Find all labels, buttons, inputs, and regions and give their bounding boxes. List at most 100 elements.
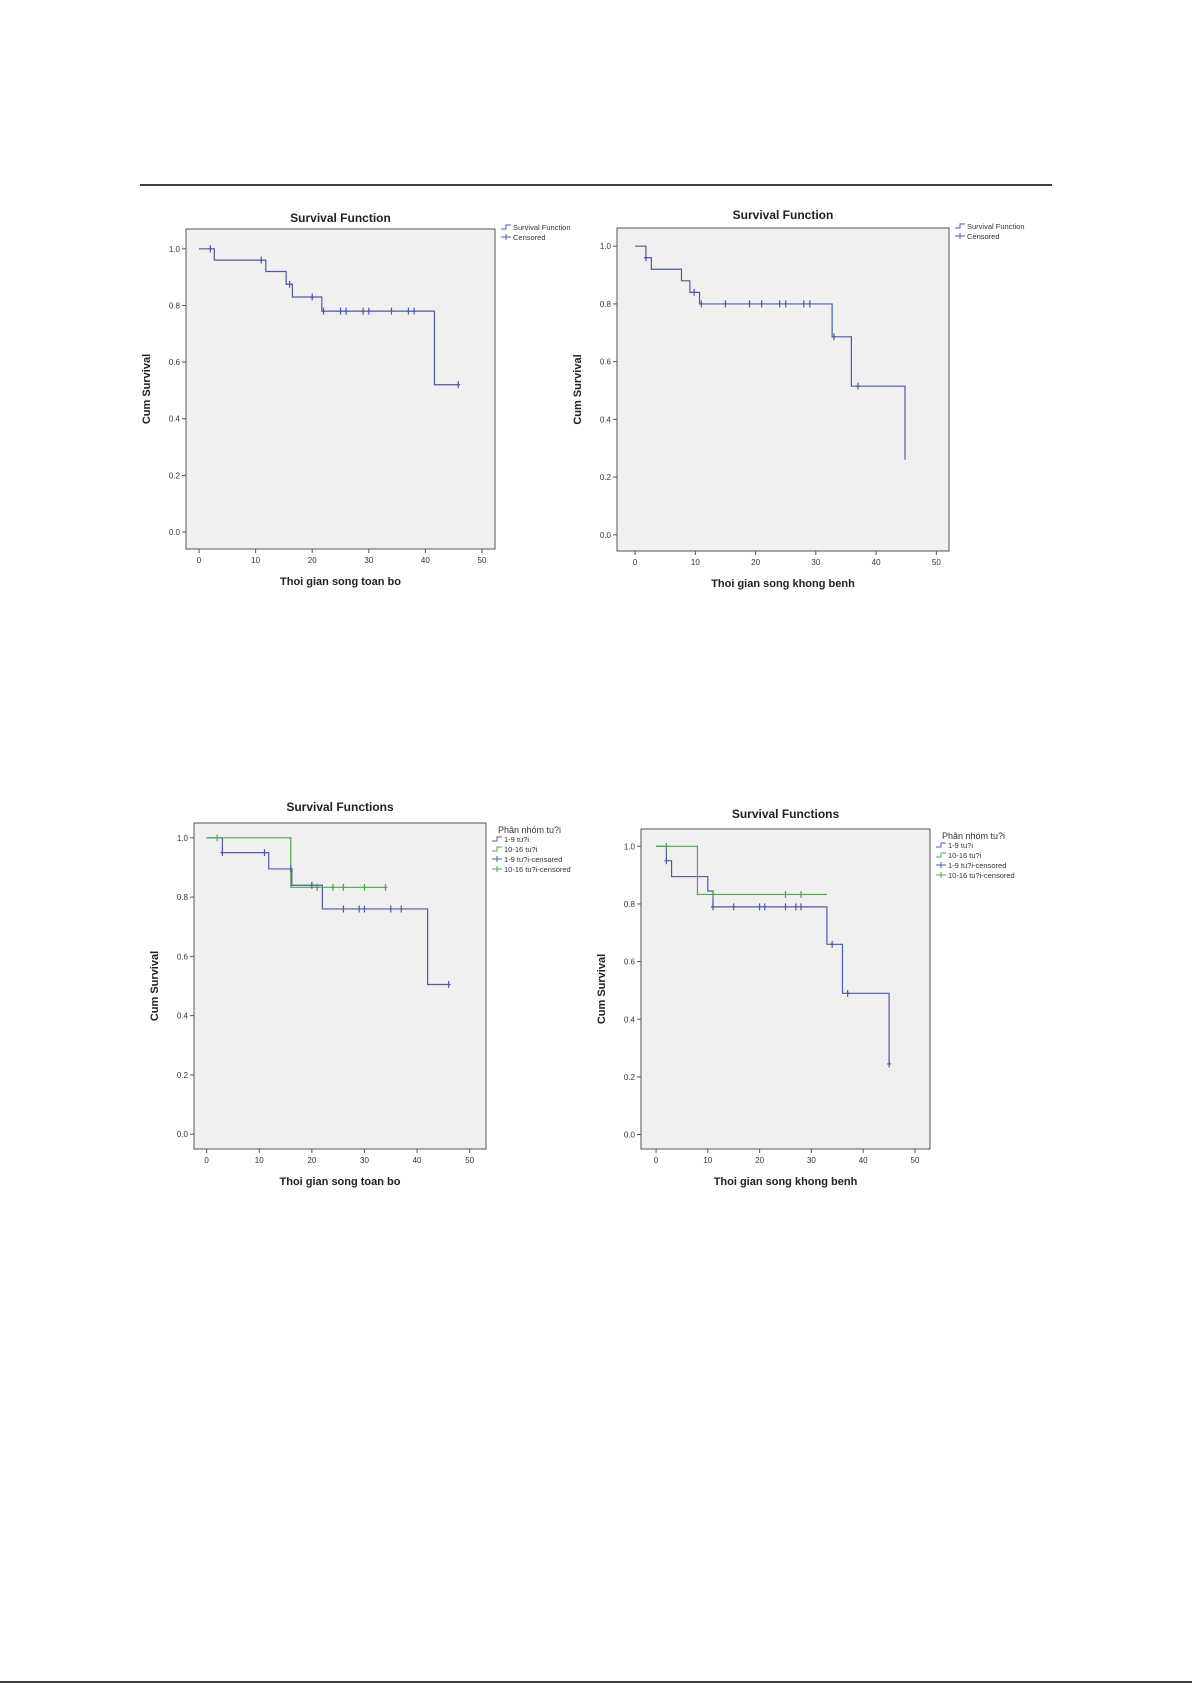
censor-mark [262,849,267,857]
legend-swatch [936,862,946,868]
legend-label: 1-9 tu?i-censored [948,861,1006,870]
y-tick-label: 1.0 [169,245,181,254]
censor-mark [710,890,715,898]
censor-mark [799,903,804,911]
legend-label: 10-16 tu?i [948,851,982,860]
legend-title: Phân nhóm tu?i [942,831,1005,841]
censor-mark [446,981,451,989]
y-tick-label: 0.0 [600,531,612,540]
censor-mark [643,254,648,262]
legend-swatch [501,234,511,240]
censor-mark [208,245,213,253]
censor-mark [456,381,461,389]
censor-mark [793,903,798,911]
survival-step-line [206,837,386,888]
censor-mark [341,905,346,913]
legend-title: Phân nhóm tu?i [498,825,561,835]
censor-mark [762,903,767,911]
censor-mark [783,300,788,308]
y-tick-label: 0.4 [624,1015,636,1024]
chart-title: Survival Function [290,211,391,225]
censor-mark [389,307,394,315]
x-tick-label: 20 [751,558,760,567]
y-tick-label: 0.4 [600,415,612,424]
censor-mark [215,834,220,842]
y-axis-label: Cum Survival [596,954,608,1024]
censor-mark [777,300,782,308]
censor-mark [309,881,314,889]
legend-label: Survival Function [967,222,1025,231]
censor-mark [321,307,326,315]
censor-mark [664,842,669,850]
x-tick-label: 30 [811,558,820,567]
censor-mark [783,903,788,911]
censor-mark [357,905,362,913]
y-tick-label: 0.8 [177,893,189,902]
y-tick-label: 0.2 [600,473,612,482]
censor-mark [362,905,367,913]
legend-swatch [492,856,502,862]
x-tick-label: 30 [360,1156,369,1165]
censor-mark [699,300,704,308]
censor-mark [664,857,669,865]
y-tick-label: 1.0 [177,834,189,843]
legend-swatch [492,836,502,842]
x-tick-label: 40 [421,556,430,565]
censor-mark [287,280,292,288]
censor-mark [344,307,349,315]
legend-swatch [492,866,502,872]
y-axis-label: Cum Survival [149,951,161,1021]
x-tick-label: 10 [255,1156,264,1165]
censor-mark [807,300,812,308]
censor-mark [310,293,315,301]
x-tick-label: 20 [308,556,317,565]
legend-swatch [492,846,502,852]
censor-mark [831,333,836,341]
y-axis-label: Cum Survival [141,354,153,424]
x-tick-label: 50 [911,1156,920,1165]
x-tick-label: 30 [364,556,373,565]
censor-mark [731,903,736,911]
censor-mark [887,1060,892,1068]
censor-mark [856,382,861,390]
legend-swatch [955,233,965,239]
y-tick-label: 0.2 [169,471,181,480]
censor-mark [288,865,293,873]
chart-title: Survival Functions [286,800,394,814]
y-tick-label: 0.0 [177,1130,189,1139]
legend-swatch [936,872,946,878]
censor-mark [799,890,804,898]
y-tick-label: 0.6 [600,358,612,367]
y-tick-label: 1.0 [624,842,636,851]
legend-label: 10-16 tu?i-censored [948,871,1015,880]
plot-area [616,227,950,552]
censor-mark [341,883,346,891]
y-tick-label: 0.6 [177,952,189,961]
censor-mark [830,940,835,948]
legend-swatch [955,223,965,229]
censor-mark [723,300,728,308]
censor-mark [366,307,371,315]
censor-mark [388,905,393,913]
legend-label: 1-9 tu?i [504,835,529,844]
censor-mark [801,300,806,308]
x-axis-label: Thoi gian song toan bo [280,1176,401,1188]
chart-title: Survival Functions [732,807,840,821]
x-tick-label: 40 [859,1156,868,1165]
x-axis-label: Thoi gian song khong benh [711,578,855,590]
legend-label: Survival Function [513,223,571,232]
y-tick-label: 0.4 [177,1012,189,1021]
legend-label: 10-16 tu?i-censored [504,865,571,874]
censor-mark [845,989,850,997]
censor-mark [783,890,788,898]
y-tick-label: 0.8 [169,301,181,310]
censor-mark [710,903,715,911]
censor-mark [747,300,752,308]
x-tick-label: 50 [932,558,941,567]
y-tick-label: 0.2 [177,1071,189,1080]
survival-step-line [635,245,906,460]
x-tick-label: 10 [703,1156,712,1165]
x-tick-label: 0 [654,1156,659,1165]
y-tick-label: 0.8 [624,900,636,909]
survival-step-line [656,845,827,896]
